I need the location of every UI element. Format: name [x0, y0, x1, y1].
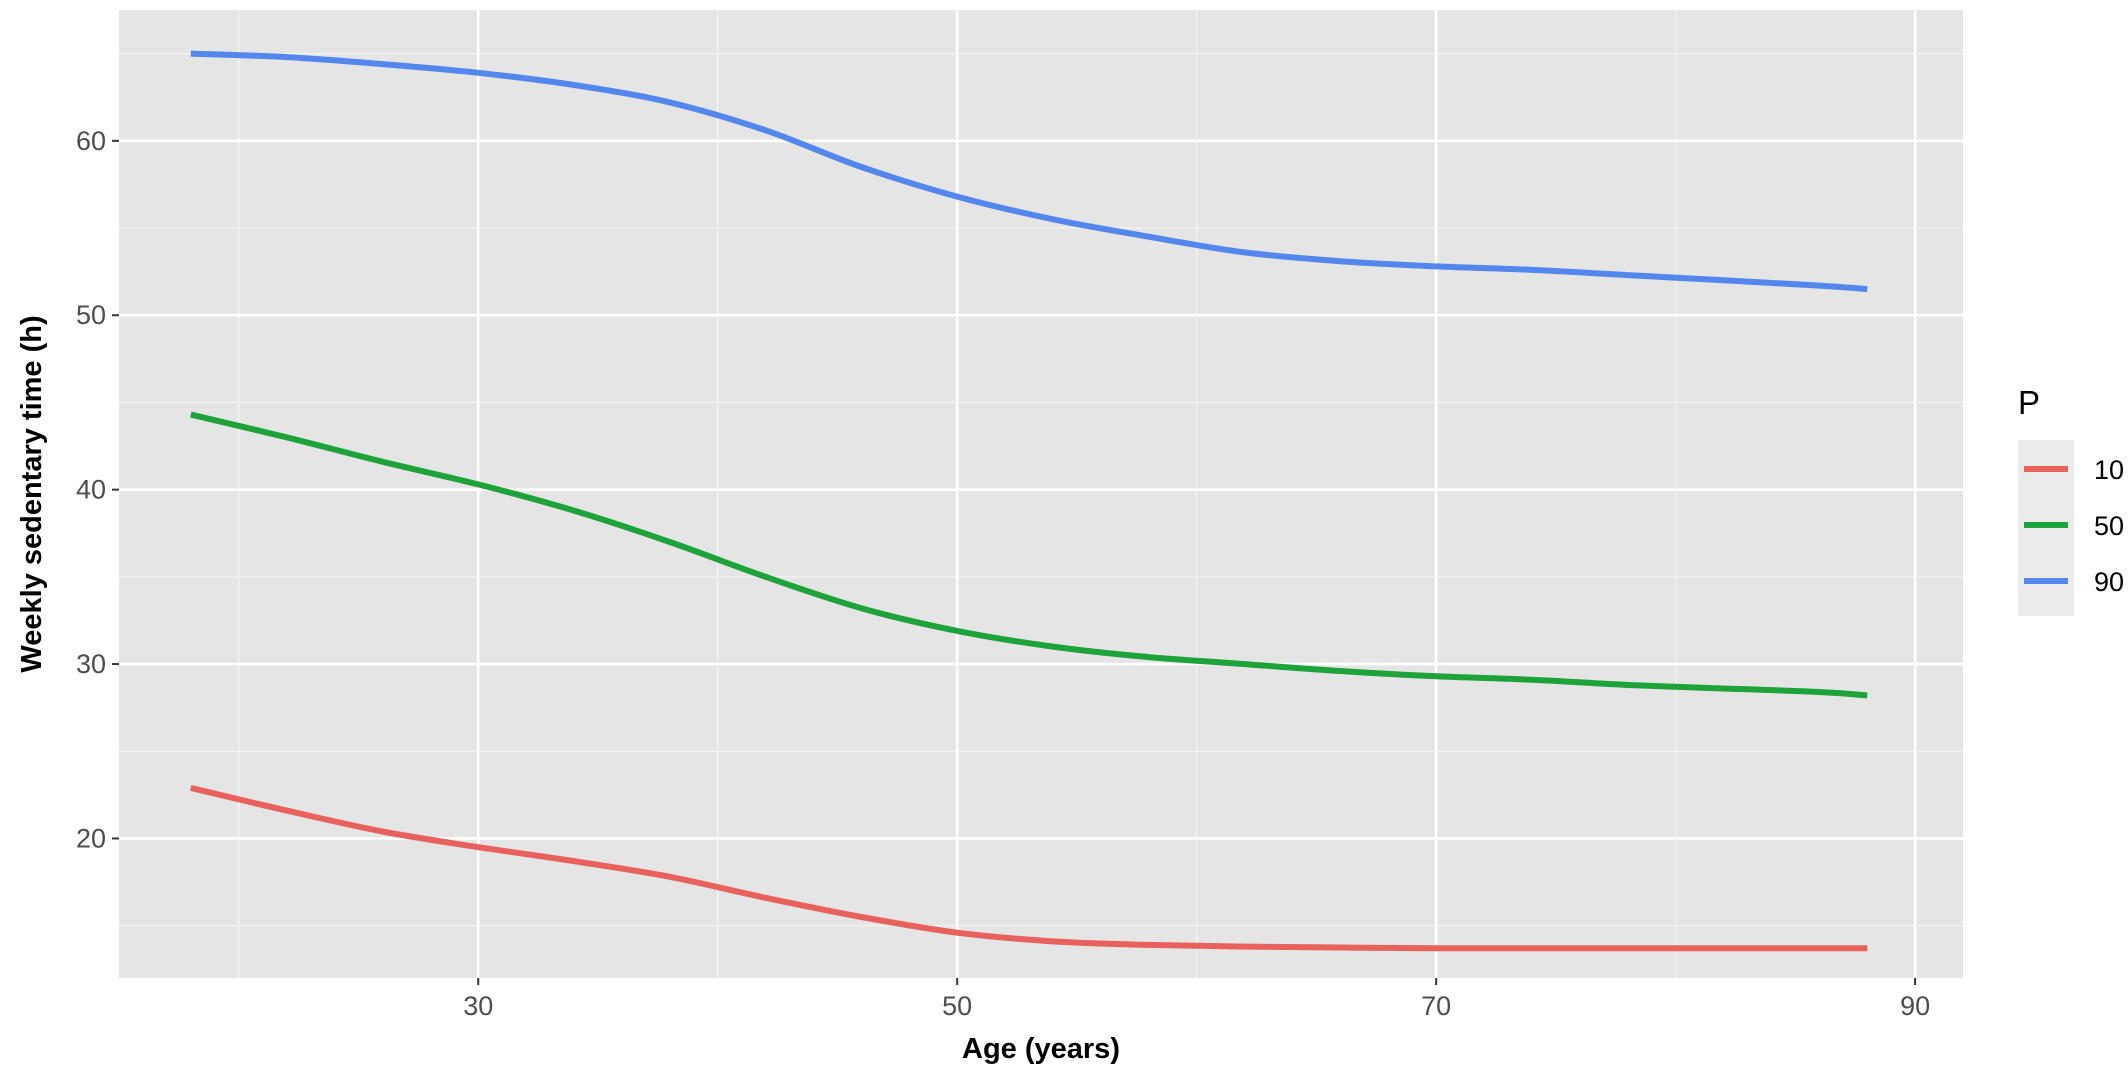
series-line-90: [190, 50, 1868, 293]
legend-label-10: 10: [2094, 455, 2124, 485]
plot-panel: [119, 10, 1963, 978]
legend-title: P: [2018, 384, 2040, 421]
legend-label-50: 50: [2094, 511, 2124, 541]
legend: P 10 50 90: [2018, 384, 2124, 616]
minor-gridlines: [119, 10, 1963, 978]
y-tick-label: 30: [76, 649, 106, 679]
legend-items: 10 50 90: [2024, 455, 2124, 597]
y-tick-label: 40: [76, 475, 106, 505]
x-axis: 30 50 70 90: [463, 978, 1930, 1021]
y-axis: 20 30 40 50 60: [76, 126, 119, 853]
x-tick-label: 30: [463, 991, 493, 1021]
y-tick-label: 60: [76, 126, 106, 156]
y-tick-label: 20: [76, 823, 106, 853]
y-tick-label: 50: [76, 300, 106, 330]
x-tick-label: 90: [1900, 991, 1930, 1021]
legend-label-90: 90: [2094, 567, 2124, 597]
x-axis-title: Age (years): [962, 1033, 1120, 1065]
major-gridlines: [119, 10, 1963, 978]
y-axis-title: Weekly sedentary time (h): [16, 315, 48, 672]
series-line-10: [190, 784, 1868, 952]
x-tick-label: 50: [942, 991, 972, 1021]
x-tick-label: 70: [1421, 991, 1451, 1021]
series-lines: [190, 50, 1868, 952]
series-line-50: [190, 411, 1868, 699]
